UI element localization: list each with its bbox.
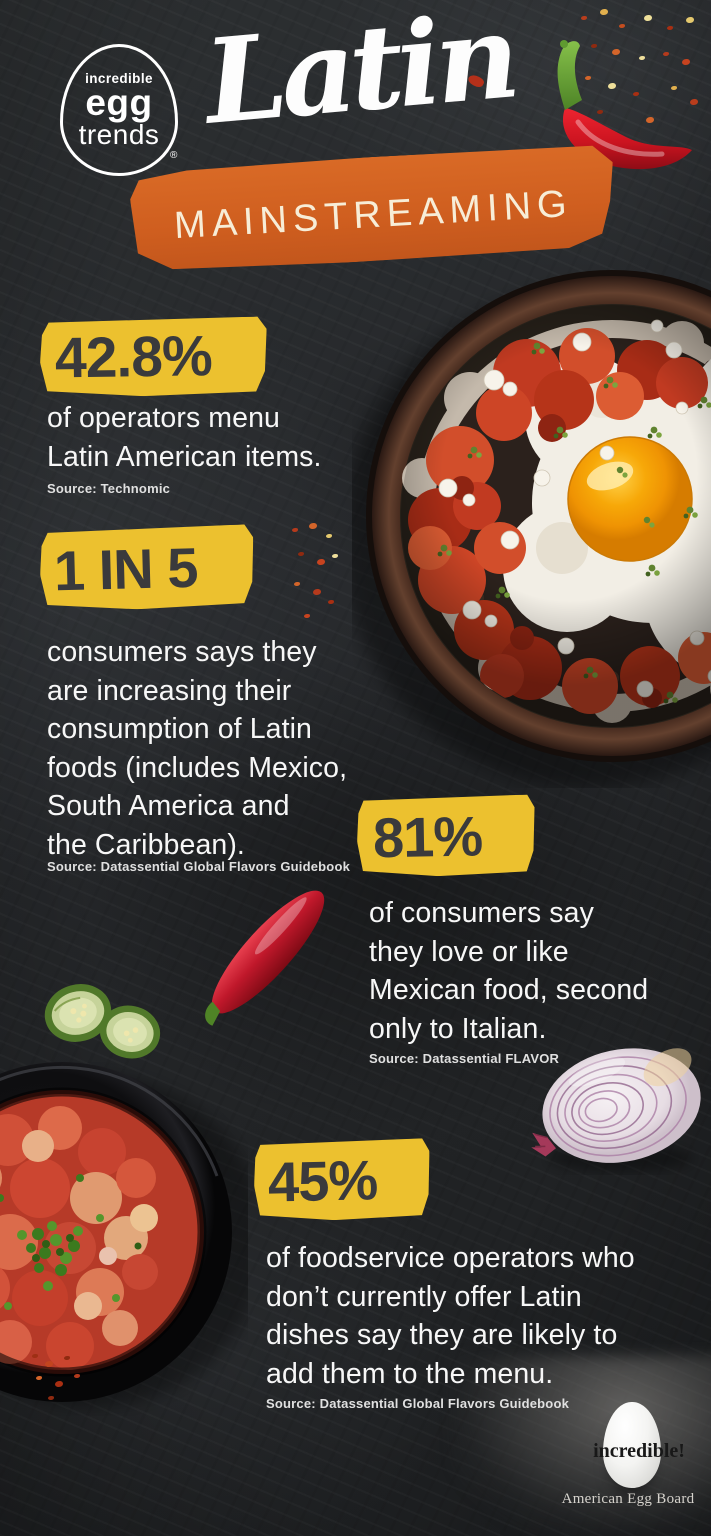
stat-value-1: 42.8% bbox=[39, 316, 267, 397]
logo-word-incredible: incredible bbox=[85, 71, 153, 87]
jalapeno-slices-illustration bbox=[44, 984, 161, 1059]
logo-word-trends: trends bbox=[78, 118, 160, 150]
footer-background-glow bbox=[452, 1356, 711, 1536]
title-script-latin: Latin bbox=[199, 0, 520, 151]
huevos-rancheros-plate-illustration bbox=[352, 270, 711, 788]
stat-source-2: Source: Datassential Global Flavors Guid… bbox=[47, 859, 351, 874]
stat-source-3: Source: Datassential FLAVOR bbox=[369, 1051, 560, 1066]
registered-trademark: ® bbox=[170, 150, 178, 161]
title-banner-label: MAINSTREAMING bbox=[172, 182, 574, 247]
red-onion-half-illustration bbox=[531, 1048, 701, 1172]
stat-description-4: of foodservice operators who don’t curre… bbox=[266, 1242, 635, 1390]
incredible-egg-label: incredible! bbox=[593, 1440, 685, 1462]
chili-flakes-middle bbox=[288, 524, 294, 528]
red-pepper-illustration bbox=[205, 890, 325, 1026]
stat-value-2: 1 IN 5 bbox=[39, 524, 255, 612]
stat-value-3: 81% bbox=[356, 794, 535, 877]
stat-description-1: of operators menu Latin American items. bbox=[47, 402, 322, 473]
egg-trends-logo: incredible egg trends bbox=[60, 44, 178, 176]
stat-source-1: Source: Technomic bbox=[47, 481, 171, 496]
stat-source-4: Source: Datassential Global Flavors Guid… bbox=[266, 1396, 570, 1411]
american-egg-board-label: American Egg Board bbox=[561, 1491, 695, 1507]
stat-value-4: 45% bbox=[253, 1138, 431, 1222]
stat-description-3: of consumers say they love or like Mexic… bbox=[369, 897, 649, 1045]
stat-description-2: consumers says they are increasing their… bbox=[47, 636, 348, 861]
tomato-salsa-bowl-illustration bbox=[0, 1062, 248, 1407]
egg-photo bbox=[603, 1402, 661, 1488]
logo-word-egg: egg bbox=[85, 82, 153, 124]
